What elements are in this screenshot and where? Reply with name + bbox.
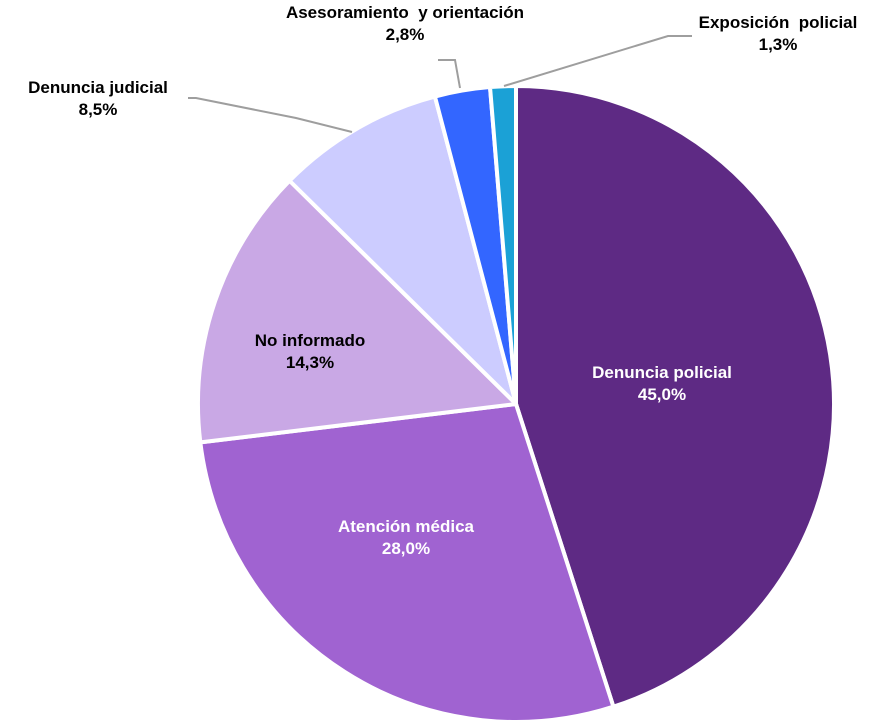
- pie-slice-3: [287, 94, 518, 406]
- pie-slice-2: [196, 178, 518, 445]
- pie-slice-0: [514, 84, 836, 709]
- slice-label-1: Atención médica 28,0%: [338, 517, 475, 558]
- slice-label-name-4: Asesoramiento y orientación: [286, 3, 524, 22]
- slice-label-4: Asesoramiento y orientación 2,8%: [286, 3, 524, 44]
- slice-label-name-0: Denuncia policial: [592, 363, 732, 382]
- slice-label-0: Denuncia policial 45,0%: [592, 363, 732, 404]
- slice-label-name-3: Denuncia judicial: [28, 78, 168, 97]
- slice-label-name-5: Exposición policial: [699, 13, 858, 32]
- slice-label-value-1: 28,0%: [382, 539, 430, 558]
- slice-label-5: Exposición policial 1,3%: [699, 13, 858, 54]
- slice-label-2: No informado 14,3%: [255, 331, 366, 372]
- slice-label-name-1: Atención médica: [338, 517, 475, 536]
- pie-slices: [196, 84, 836, 724]
- slice-label-3: Denuncia judicial 8,5%: [28, 78, 168, 119]
- slice-label-value-3: 8,5%: [79, 100, 118, 119]
- leader-line-5: [503, 35, 692, 87]
- leader-line-3: [188, 97, 353, 133]
- slice-label-name-2: No informado: [255, 331, 366, 350]
- pie-slice-5: [488, 84, 518, 406]
- leader-line-4: [438, 59, 461, 89]
- slice-label-value-0: 45,0%: [638, 385, 686, 404]
- slice-label-value-5: 1,3%: [759, 35, 798, 54]
- pie-slice-1: [198, 402, 616, 724]
- pie-labels: Denuncia policial 45,0% Atención médica 28,…: [28, 3, 857, 558]
- slice-label-value-2: 14,3%: [286, 353, 334, 372]
- slice-label-value-4: 2,8%: [386, 25, 425, 44]
